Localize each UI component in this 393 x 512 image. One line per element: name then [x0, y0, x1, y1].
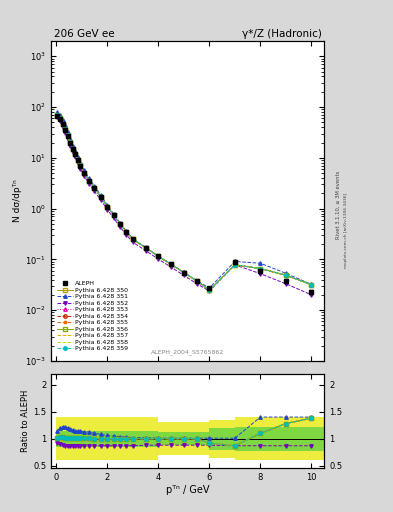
Text: γ*/Z (Hadronic): γ*/Z (Hadronic): [242, 29, 321, 39]
Legend: ALEPH, Pythia 6.428 350, Pythia 6.428 351, Pythia 6.428 352, Pythia 6.428 353, P: ALEPH, Pythia 6.428 350, Pythia 6.428 35…: [57, 281, 128, 351]
Text: ALEPH_2004_S5765862: ALEPH_2004_S5765862: [151, 349, 224, 354]
Y-axis label: Ratio to ALEPH: Ratio to ALEPH: [21, 390, 30, 452]
Y-axis label: N dσ/dpᵀⁿ: N dσ/dpᵀⁿ: [13, 180, 22, 222]
Text: 206 GeV ee: 206 GeV ee: [54, 29, 114, 39]
Text: mcplots.cern.ch [arXiv:1306.3436]: mcplots.cern.ch [arXiv:1306.3436]: [344, 193, 348, 268]
X-axis label: pᵀⁿ / GeV: pᵀⁿ / GeV: [166, 485, 209, 495]
Text: Rivet 3.1.10, ≥ 3M events: Rivet 3.1.10, ≥ 3M events: [336, 170, 341, 239]
